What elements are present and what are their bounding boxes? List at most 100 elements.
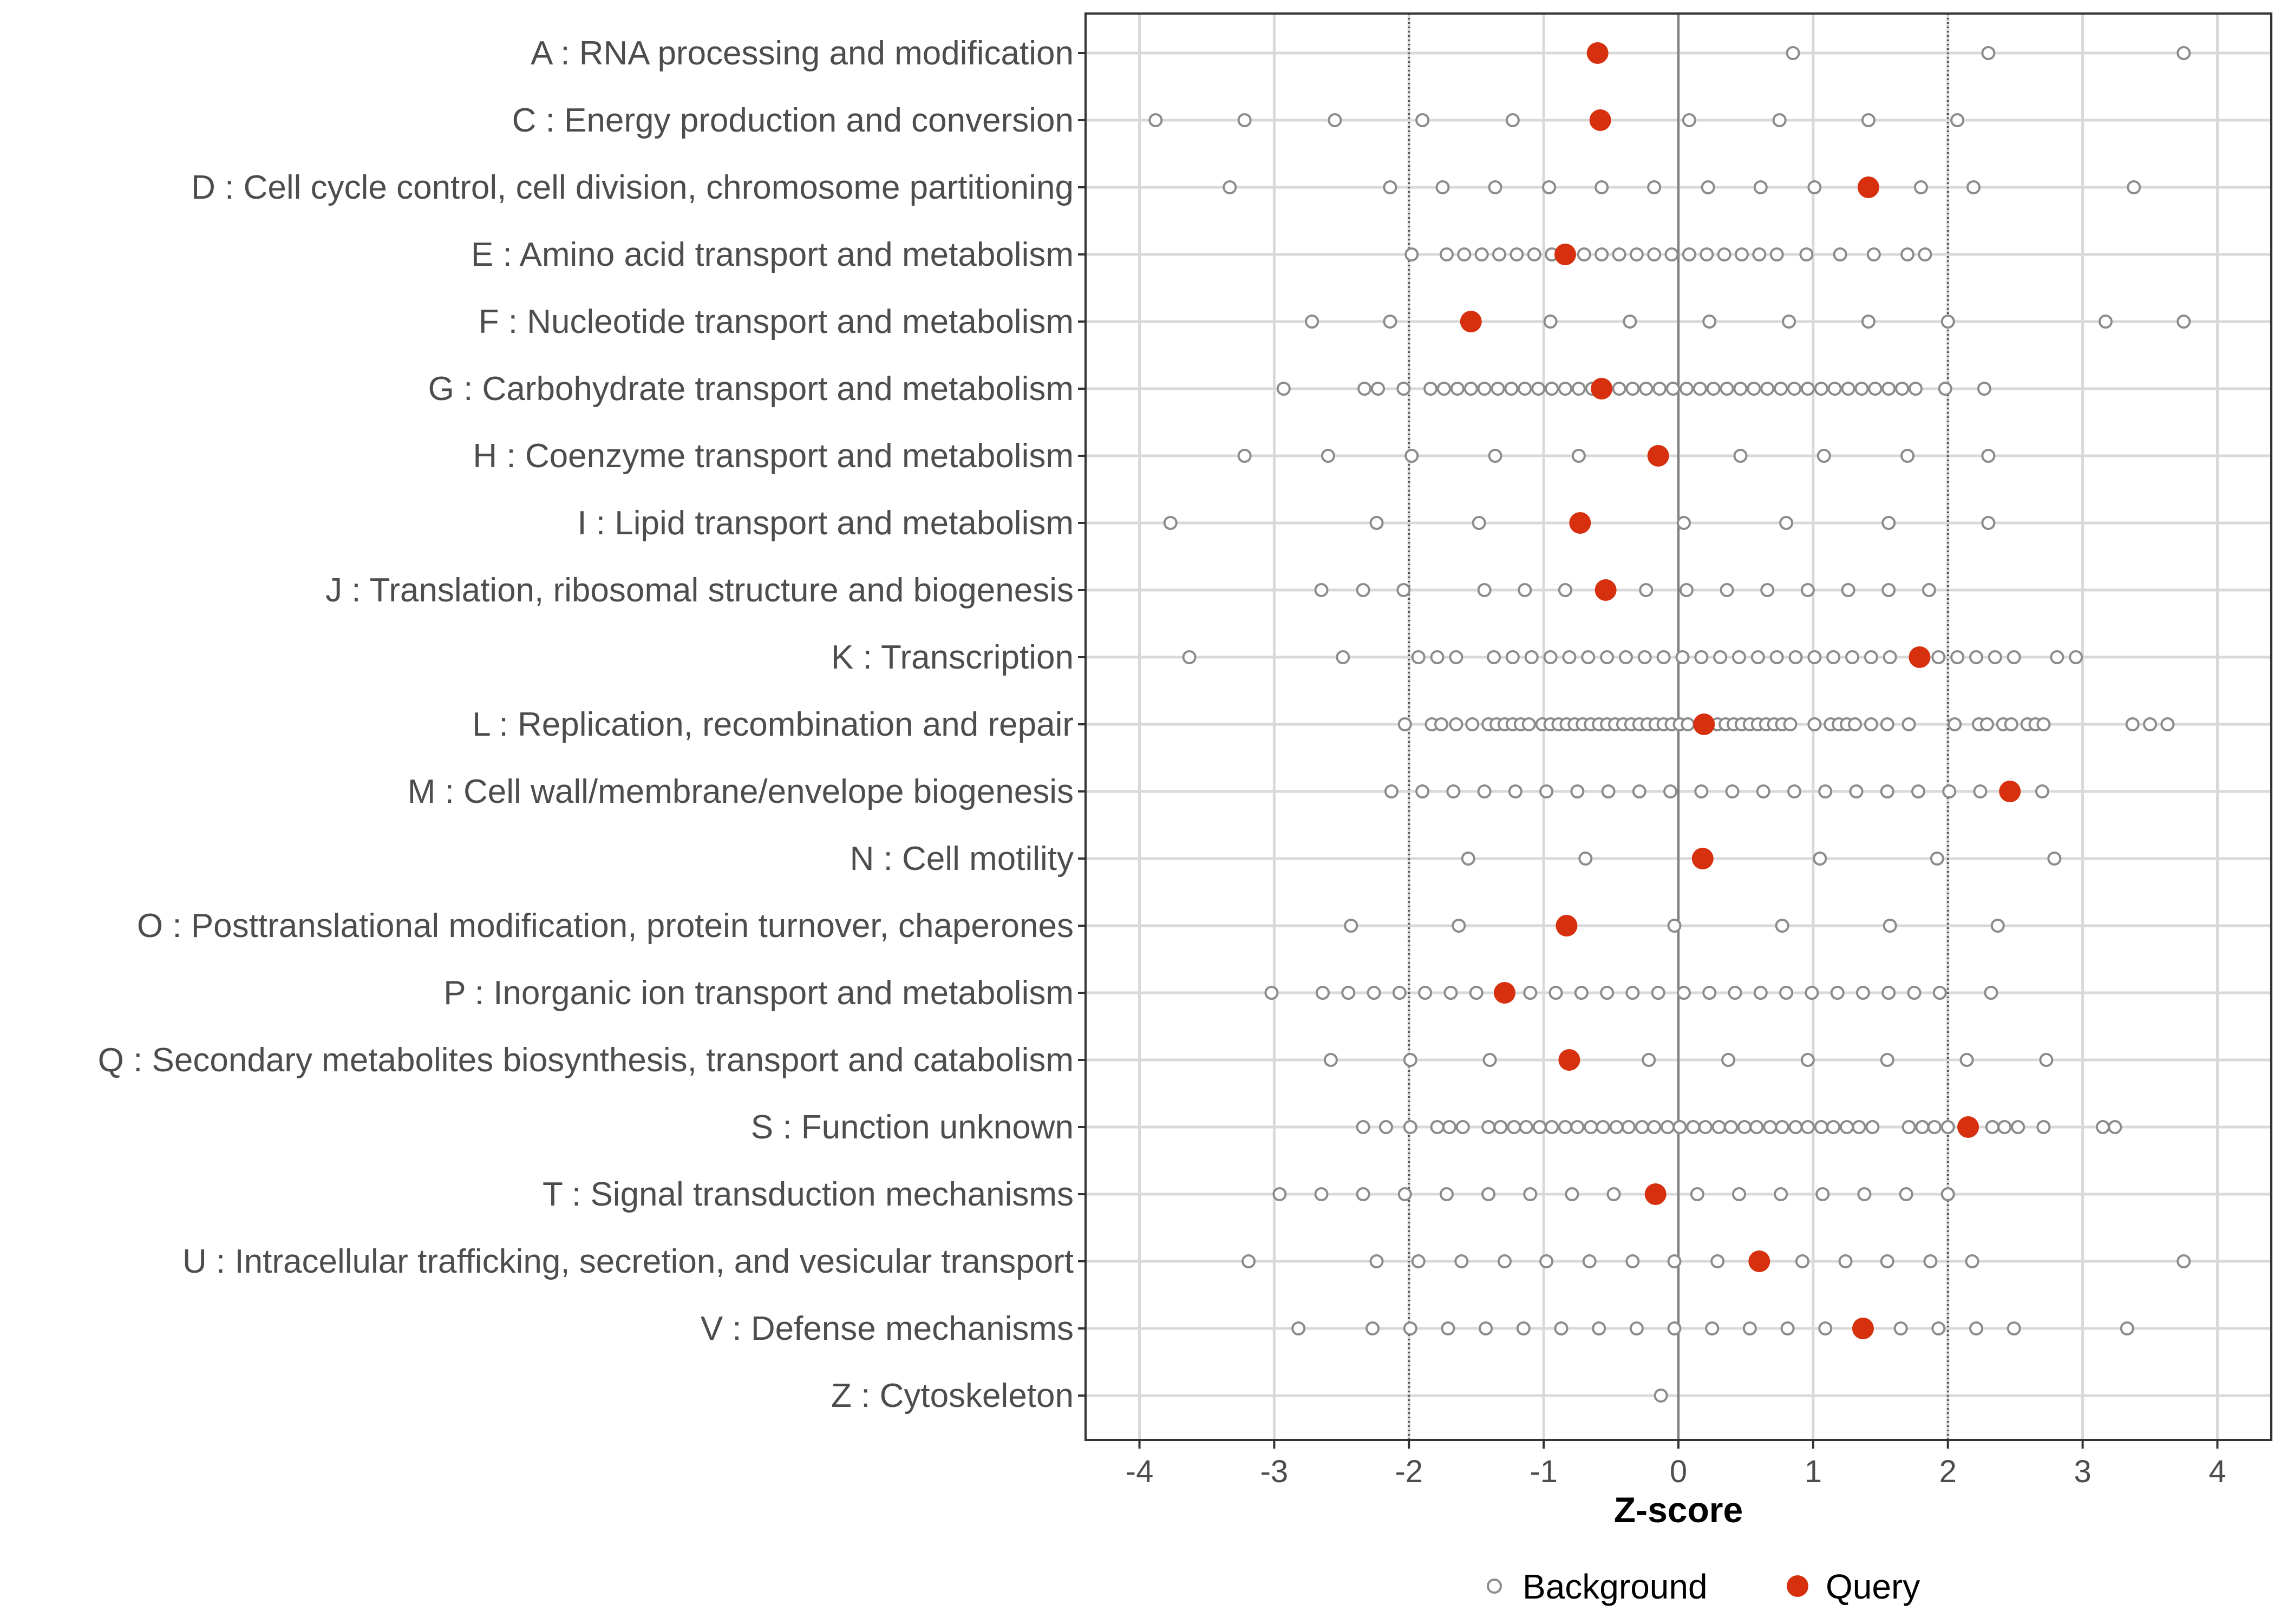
- background-point: [1357, 382, 1372, 396]
- background-point: [1913, 180, 1928, 194]
- background-point: [2039, 1053, 2054, 1067]
- background-point: [1959, 1053, 1974, 1067]
- background-point: [1442, 1120, 1456, 1134]
- background-point: [1595, 180, 1609, 194]
- category-label: Q : Secondary metabolites biosynthesis, …: [98, 1042, 1074, 1079]
- background-point: [1623, 315, 1637, 329]
- background-point: [1733, 382, 1748, 396]
- background-point: [1505, 113, 1520, 127]
- background-point: [1581, 650, 1596, 664]
- background-point: [1316, 986, 1330, 1000]
- background-point: [1702, 986, 1717, 1000]
- query-point: [1586, 42, 1609, 64]
- background-point: [1721, 1053, 1736, 1067]
- background-point: [1717, 247, 1731, 261]
- background-point: [1516, 1321, 1531, 1335]
- background-point: [1841, 583, 1855, 597]
- background-point: [1865, 1120, 1880, 1134]
- background-point: [1734, 247, 1749, 261]
- background-point: [1816, 449, 1831, 463]
- background-point: [1690, 1187, 1704, 1201]
- category-label: J : Translation, ribosomal structure and…: [325, 572, 1074, 609]
- background-point: [1682, 247, 1696, 261]
- background-point: [1900, 247, 1915, 261]
- background-point: [1510, 247, 1524, 261]
- background-point: [1769, 650, 1784, 664]
- background-point: [1618, 650, 1633, 664]
- background-point: [1314, 583, 1329, 597]
- background-point: [1931, 650, 1946, 664]
- background-point: [1663, 784, 1678, 798]
- background-point: [1637, 650, 1652, 664]
- background-point: [1881, 516, 1896, 530]
- background-point: [1392, 986, 1407, 1000]
- background-point: [1237, 449, 1252, 463]
- background-point: [1720, 583, 1734, 597]
- background-point: [1411, 650, 1426, 664]
- background-point: [1881, 583, 1896, 597]
- background-point: [1742, 1321, 1757, 1335]
- background-point: [1454, 1254, 1469, 1268]
- query-point: [1647, 445, 1669, 467]
- background-point: [1866, 247, 1881, 261]
- background-point: [1383, 315, 1397, 329]
- background-point: [1578, 852, 1593, 866]
- background-point: [1396, 583, 1411, 597]
- category-label: S : Function unknown: [751, 1109, 1074, 1146]
- background-point: [1336, 650, 1350, 664]
- background-point: [1479, 1321, 1493, 1335]
- background-point: [1482, 1053, 1497, 1067]
- background-point: [1601, 784, 1616, 798]
- background-point: [1705, 1321, 1720, 1335]
- background-point: [1679, 583, 1694, 597]
- background-point: [1728, 986, 1742, 1000]
- background-point: [1369, 1254, 1384, 1268]
- background-point: [1864, 717, 1878, 731]
- background-point: [2095, 1120, 2110, 1134]
- background-point: [1488, 180, 1502, 194]
- background-point: [1981, 449, 1996, 463]
- background-point: [1629, 1321, 1644, 1335]
- background-point: [1582, 1254, 1597, 1268]
- background-point: [1418, 986, 1433, 1000]
- query-point: [1644, 1183, 1667, 1205]
- background-point: [1985, 1120, 1999, 1134]
- background-point: [1880, 717, 1894, 731]
- background-point: [1779, 516, 1794, 530]
- background-point: [1436, 382, 1451, 396]
- background-point: [1753, 986, 1768, 1000]
- background-point: [1988, 650, 2002, 664]
- background-point: [1397, 1187, 1412, 1201]
- background-point: [1504, 382, 1519, 396]
- background-point: [1981, 46, 1996, 60]
- background-point: [1731, 1187, 1746, 1201]
- background-point: [1899, 1187, 1913, 1201]
- background-point: [1521, 717, 1536, 731]
- query-point: [1691, 848, 1714, 869]
- background-point: [1474, 247, 1489, 261]
- x-tick-label: -2: [1395, 1454, 1423, 1489]
- background-point: [1356, 1120, 1370, 1134]
- background-point: [1328, 113, 1342, 127]
- background-point: [1344, 919, 1358, 933]
- x-tick-label: -3: [1260, 1454, 1289, 1489]
- background-point: [1818, 784, 1833, 798]
- background-point: [1701, 180, 1715, 194]
- background-point: [1449, 717, 1463, 731]
- background-point: [1415, 784, 1430, 798]
- background-point: [1693, 382, 1707, 396]
- background-point: [2069, 650, 2083, 664]
- background-point: [1477, 784, 1492, 798]
- background-point: [1404, 449, 1419, 463]
- background-point: [1883, 919, 1897, 933]
- background-point: [1542, 180, 1557, 194]
- background-point: [1163, 516, 1178, 530]
- background-point: [2160, 717, 2175, 731]
- background-point: [1314, 1187, 1329, 1201]
- background-point: [1698, 1120, 1713, 1134]
- background-point: [1305, 315, 1319, 329]
- legend-background-marker: [1487, 1579, 1502, 1594]
- background-point: [1539, 784, 1554, 798]
- background-point: [1918, 247, 1932, 261]
- background-point: [1543, 315, 1558, 329]
